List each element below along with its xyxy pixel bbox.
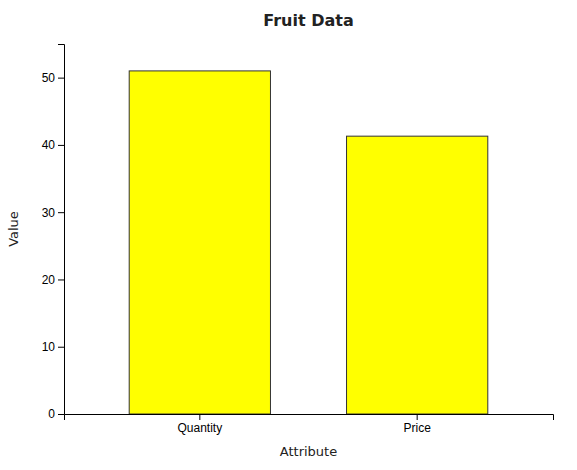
y-tick: 40 [42, 138, 64, 152]
bar [347, 136, 488, 414]
axis-line [65, 415, 554, 421]
y-axis-title: Value [6, 211, 21, 247]
y-tick: 30 [42, 206, 64, 220]
title: Fruit Data [263, 11, 353, 30]
x-tick: Price [403, 414, 431, 435]
y-tick: 50 [42, 71, 64, 85]
tick-mark [58, 279, 64, 280]
plot: Quantity Price 0 10 20 30 40 50 [42, 45, 554, 435]
y-axis: 0 10 20 30 40 50 [42, 45, 65, 422]
tick-label: Price [403, 421, 431, 435]
tick-mark [199, 414, 200, 420]
y-tick: 10 [42, 340, 64, 354]
bars [129, 71, 488, 414]
tick-label: 10 [42, 340, 56, 354]
tick-mark [58, 347, 64, 348]
x-tick: Quantity [177, 414, 222, 435]
tick-mark [58, 78, 64, 79]
x-axis-title: Attribute [280, 444, 337, 459]
chart: Quantity Price 0 10 20 30 40 50 Fruit Data Attrib… [0, 0, 577, 470]
tick-label: 0 [48, 407, 55, 421]
y-tick: 20 [42, 273, 64, 287]
tick-label: Quantity [177, 421, 222, 435]
tick-mark [58, 145, 64, 146]
tick-label: 30 [42, 206, 56, 220]
tick-label: 40 [42, 138, 56, 152]
bar [129, 71, 270, 414]
tick-mark [58, 212, 64, 213]
tick-label: 20 [42, 273, 56, 287]
y-tick: 0 [48, 407, 64, 421]
axis-line [58, 45, 65, 415]
tick-mark [58, 414, 64, 415]
tick-mark [417, 414, 418, 420]
tick-label: 50 [42, 71, 56, 85]
x-axis: Quantity Price [65, 414, 554, 435]
